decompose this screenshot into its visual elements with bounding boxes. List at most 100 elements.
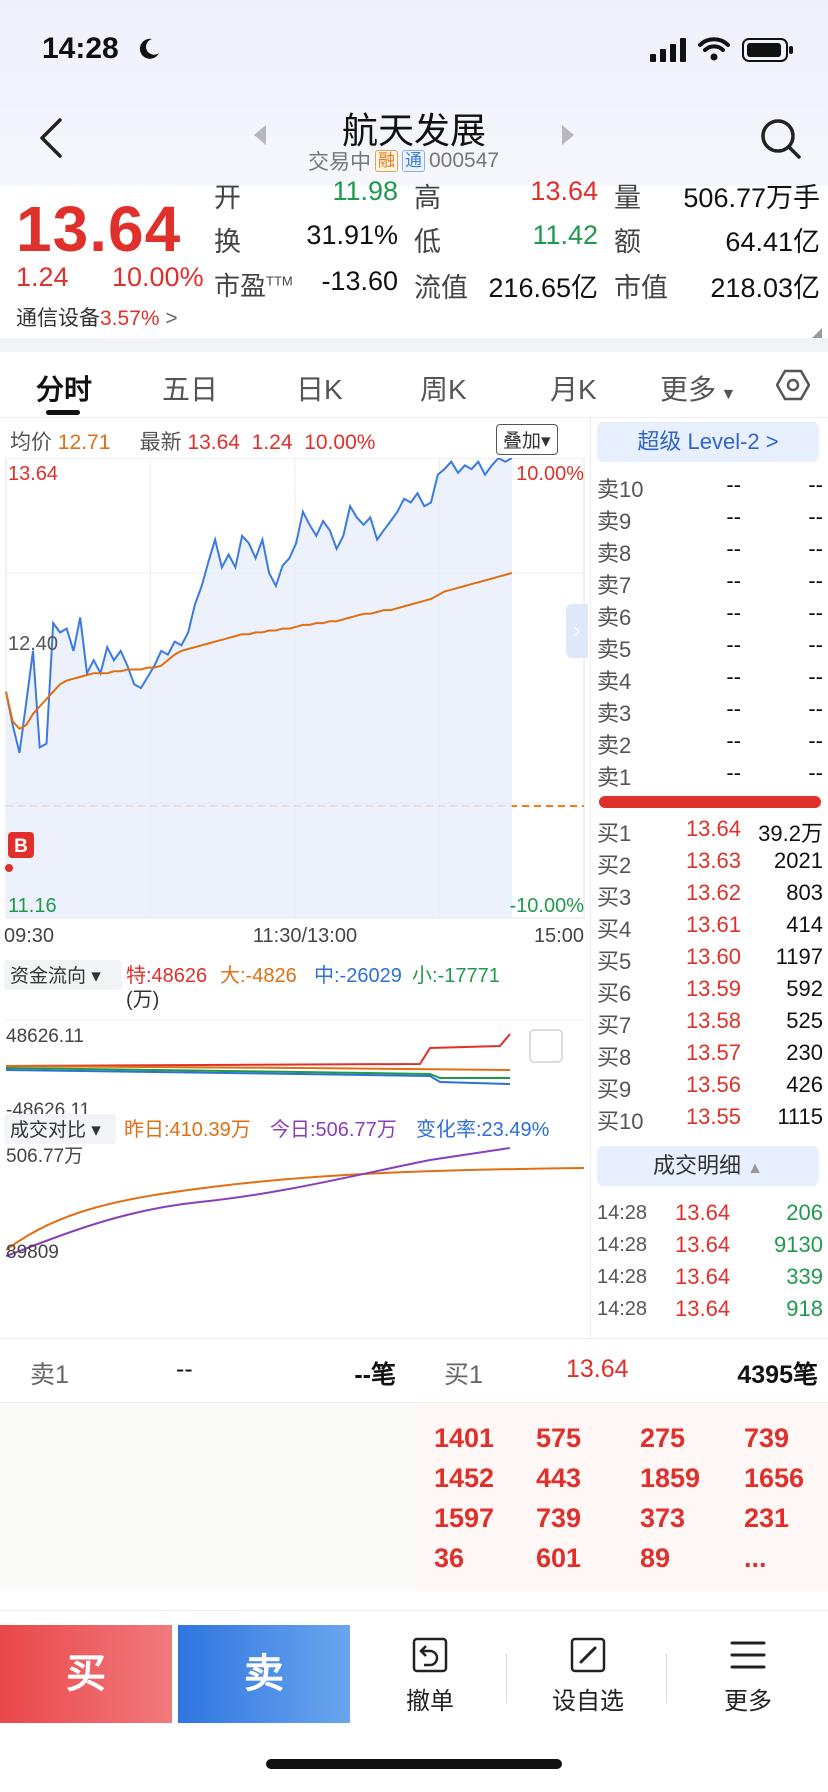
bid-row: 买4 13.61 414 [597,912,823,944]
buy-queue-count: 4395笔 [737,1361,818,1389]
next-stock-icon[interactable] [560,124,576,146]
ask-row: 卖3 -- -- [597,696,823,728]
y-tick-mid: 12.40 [8,633,58,655]
sector-link[interactable]: 通信设备3.57% > [16,302,178,332]
tab-monthly-k[interactable]: 月K [550,374,597,405]
add-watchlist-button[interactable]: 设自选 [528,1635,648,1716]
bid-row: 买8 13.57 230 [597,1040,823,1072]
ask-volume: -- [808,632,823,657]
buy-queue-order: 601 [536,1543,582,1573]
back-arrow-icon[interactable] [38,118,64,158]
bid-row: 买2 13.63 2021 [597,848,823,880]
float-cap-label: 流值 [414,273,468,303]
bid-label: 买8 [597,1045,632,1070]
tab-more[interactable]: 更多 ▼ [660,374,737,405]
buy-queue-order: 231 [744,1503,790,1533]
cancel-order-button[interactable]: 撤单 [370,1635,490,1716]
ask-volume: -- [808,664,823,689]
bottom-action-bar: 买 卖 撤单 设自选 更多 [0,1610,828,1792]
fund-flow-title: 资金流向 ▾ [10,965,101,987]
ask-label: 卖2 [597,733,632,758]
buy-queue-order: 275 [640,1423,686,1453]
trade-volume: 206 [786,1200,823,1225]
trade-row: 14:28 13.64 9130 [597,1232,823,1264]
menu-icon [730,1641,766,1669]
trade-volume: 9130 [774,1232,823,1257]
top-header: 14:28 航天发展 交易中 融 通 000547 [0,0,828,186]
price-change-pct: 10.00% [112,262,204,292]
fund-flow-unit: (万) [126,989,159,1011]
chevron-right-icon: › [573,620,581,642]
caret-down-icon: ▼ [716,386,737,403]
prev-stock-icon[interactable] [252,124,268,146]
buy-queue-order: 575 [536,1423,582,1453]
fund-flow-y-top: 48626.11 [6,1026,84,1047]
wifi-icon [698,37,730,61]
bid-price: 13.57 [685,1040,741,1065]
order-book: 超级 Level-2 > 卖10 -- -- 卖9 -- -- 卖8 -- -- 卖7 -- -- 卖6… [590,418,828,1338]
trading-status: 交易中 [308,151,371,174]
bid-price: 13.61 [685,912,741,937]
ask-row: 卖6 -- -- [597,600,823,632]
ask-price: -- [726,472,741,497]
caret-down-icon: ▾ [541,431,551,452]
bid-volume: 426 [786,1072,823,1097]
settings-hexagon-icon[interactable] [776,368,810,402]
ask-price: -- [726,504,741,529]
caret-up-icon: ▲ [747,1160,763,1177]
ask-label: 卖3 [597,701,632,726]
expand-corner-icon[interactable] [812,328,822,338]
ask-row: 卖1 -- -- [597,760,823,792]
bid-ask-divider [599,796,821,808]
tab-intraday[interactable]: 分时 [36,374,93,405]
volume-label: 量 [614,183,641,213]
buy-queue-price: 13.64 [566,1355,629,1383]
sell-button[interactable]: 卖 [178,1625,350,1723]
battery-icon [742,38,793,62]
home-indicator [266,1759,562,1769]
ask-price: -- [726,600,741,625]
intraday-chart[interactable]: B 13.64 12.40 11.16 10.00% -10.00% 09:30 11:30… [0,458,590,1338]
more-button[interactable]: 更多 [688,1635,808,1716]
current-price: 13.64 [16,193,182,265]
bid-label: 买3 [597,885,632,910]
trade-time: 14:28 [597,1202,648,1224]
buy-queue-order: 373 [640,1503,686,1533]
bid-row: 买6 13.59 592 [597,976,823,1008]
ask-row: 卖4 -- -- [597,664,823,696]
trade-price: 13.64 [675,1264,731,1289]
price-area [6,458,512,918]
buy-queue-order: 1859 [640,1463,701,1493]
ask-volume: -- [808,472,823,497]
ask-label: 卖7 [597,573,632,598]
y-tick-high: 13.64 [8,463,58,485]
fund-flow-selector [4,960,122,990]
search-icon[interactable] [760,118,802,160]
tab-five-day[interactable]: 五日 [162,374,219,405]
ask-price: -- [726,760,741,785]
trading-status-line: 交易中 融 通 000547 [308,146,499,176]
tab-daily-k[interactable]: 日K [296,374,343,405]
bid-volume: 592 [786,976,823,1001]
ask-label: 卖8 [597,541,632,566]
bid-label: 买7 [597,1013,632,1038]
bid-label: 买1 [597,821,632,846]
bid-row: 买10 13.55 1115 [597,1104,823,1136]
high-value: 13.64 [530,176,598,206]
buy-queue-order: 443 [536,1463,582,1493]
collapse-book-tab[interactable]: › [566,604,588,658]
level2-button[interactable]: 超级 Level-2 > [597,422,819,462]
bid-price: 13.56 [685,1072,741,1097]
volume-value: 506.77万手 [683,183,820,213]
bid-row: 买5 13.60 1197 [597,944,823,976]
buy-button[interactable]: 买 [0,1625,172,1723]
tab-weekly-k[interactable]: 周K [420,374,467,405]
low-label: 低 [414,227,441,257]
sell-queue: 卖1 -- --笔 [0,1339,414,1591]
ask-price: -- [726,536,741,561]
bid-label: 买5 [597,949,632,974]
turnover-label: 换 [214,227,241,257]
trade-details-header[interactable]: 成交明细 ▲ [597,1146,819,1186]
overlay-button[interactable]: 叠加▾ [496,424,558,455]
ask-label: 卖6 [597,605,632,630]
